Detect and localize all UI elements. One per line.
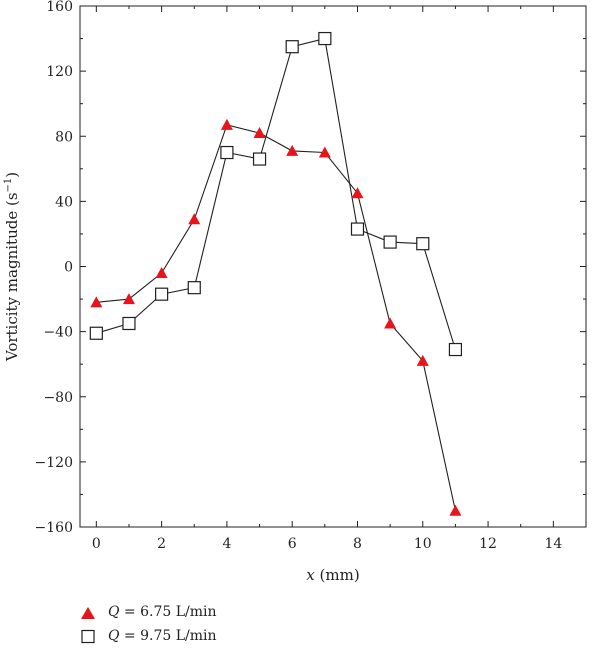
legend-label-q675: Q = 6.75 L/min	[108, 604, 217, 620]
data-point-q975	[220, 145, 234, 160]
axis-ticks	[80, 5, 586, 528]
data-point-q675	[351, 187, 364, 199]
series-line-q675	[96, 124, 456, 511]
y-axis-label: Vorticity magnitude (s−1)	[3, 172, 21, 362]
legend-item-q675: Q = 6.75 L/min	[78, 600, 217, 624]
x-tick-label: 0	[92, 536, 101, 552]
y-tick-label: −160	[35, 520, 73, 536]
legend-label-q975: Q = 9.75 L/min	[108, 628, 217, 644]
x-tick-label: 2	[157, 536, 166, 552]
legend-item-q975: Q = 9.75 L/min	[78, 624, 217, 648]
data-point-q675	[416, 354, 429, 366]
data-point-q975	[122, 316, 136, 331]
data-point-q975	[285, 40, 299, 54]
data-point-q675	[155, 267, 168, 279]
data-point-q675	[220, 118, 233, 130]
x-tick-label: 14	[544, 536, 562, 552]
legend: Q = 6.75 L/min Q = 9.75 L/min	[78, 600, 217, 648]
data-point-q675	[122, 293, 135, 305]
y-tick-label: −120	[35, 455, 73, 471]
data-point-q975	[350, 222, 365, 236]
tick-labels: 0 2 4 6 8 10 12 14 160 120 80 40 0 −40 −80 −120 −160	[35, 0, 563, 552]
data-point-q975	[448, 342, 463, 357]
data-point-q675	[188, 213, 201, 225]
data-point-q675	[318, 146, 331, 158]
data-point-q975	[252, 152, 267, 166]
vorticity-chart: 0 2 4 6 8 10 12 14 160 120 80 40 0 −40 −80 −120 −160 x (…	[3, 0, 587, 584]
series-markers	[89, 31, 463, 516]
series-line-q975	[96, 37, 456, 350]
x-axis-label: x (mm)	[306, 566, 359, 584]
data-point-q675	[449, 504, 462, 516]
data-point-q975	[187, 281, 201, 295]
data-point-q975	[89, 326, 103, 340]
series-lines	[96, 37, 456, 511]
open-square-icon	[78, 628, 104, 644]
y-tick-label: 80	[55, 129, 73, 145]
x-tick-label: 10	[414, 536, 432, 552]
data-point-q975	[318, 31, 332, 46]
data-point-q975	[383, 235, 397, 249]
x-tick-label: 6	[288, 536, 297, 552]
data-point-q975	[155, 287, 169, 301]
y-tick-label: 120	[46, 64, 73, 80]
data-point-q675	[286, 144, 299, 156]
data-point-q675	[384, 317, 397, 329]
y-tick-label: 0	[64, 260, 73, 276]
x-tick-label: 8	[353, 536, 362, 552]
x-tick-label: 4	[222, 536, 231, 552]
data-point-q675	[253, 126, 266, 138]
data-point-q675	[90, 296, 103, 308]
y-tick-label: −40	[43, 325, 73, 341]
y-tick-label: 160	[46, 0, 73, 15]
data-point-q975	[416, 237, 430, 251]
y-tick-label: 40	[55, 194, 73, 210]
x-tick-label: 12	[479, 536, 497, 552]
y-tick-label: −80	[43, 390, 73, 406]
red-triangle-icon	[78, 604, 104, 620]
